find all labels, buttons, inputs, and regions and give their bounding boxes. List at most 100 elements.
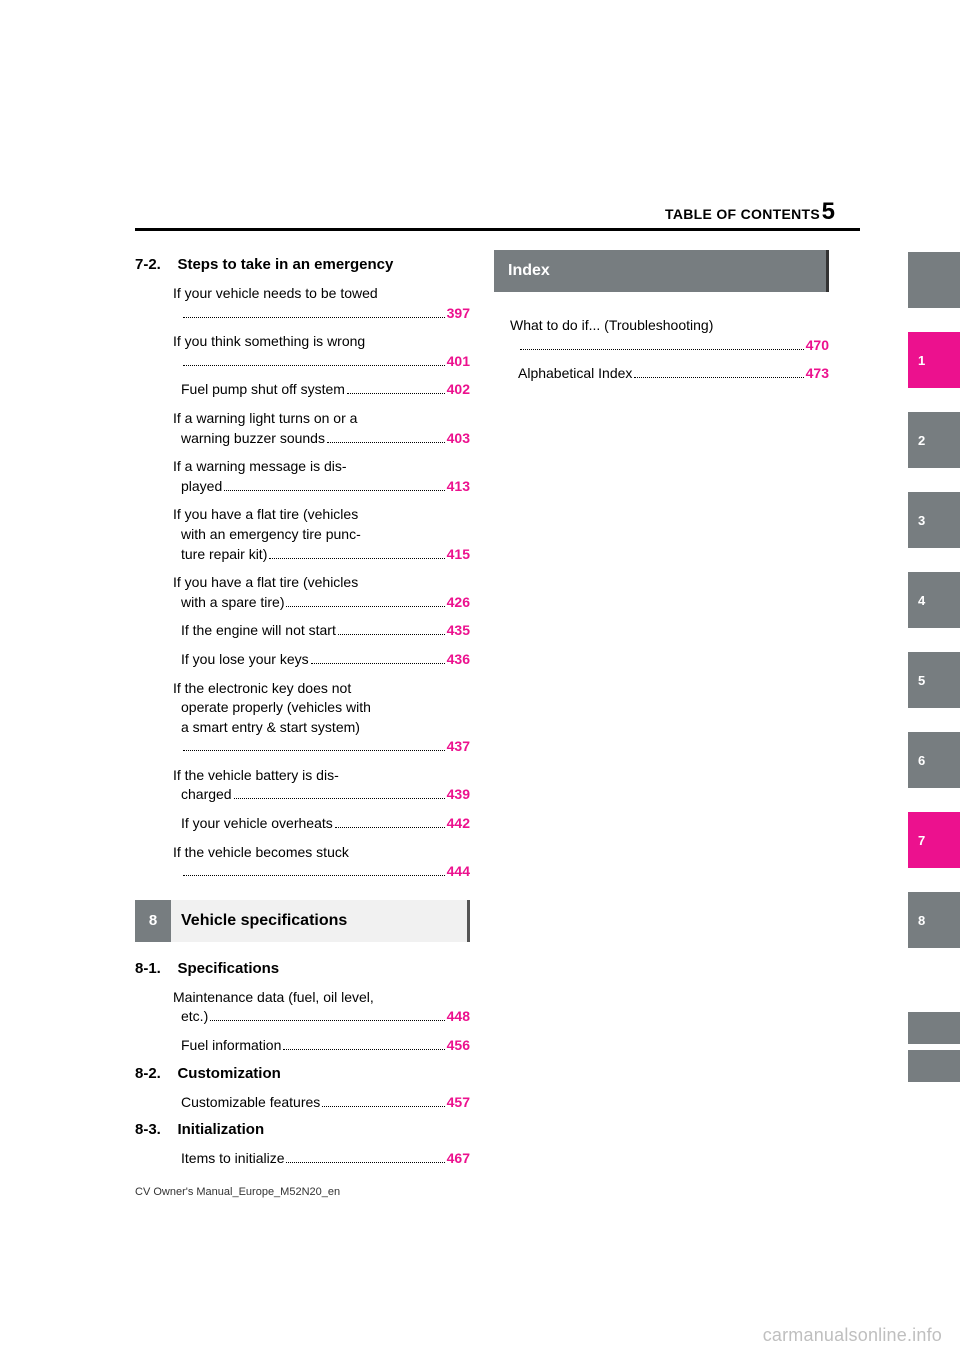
leader-dots [335, 827, 445, 828]
toc-text: If the engine will not start [181, 621, 336, 641]
section-number: 8-2. [135, 1065, 173, 1082]
toc-text: If a warning light turns on or a [173, 410, 357, 426]
page-ref: 470 [806, 336, 829, 356]
thumb-tab-blank-a [908, 1012, 960, 1044]
toc-text: played [181, 477, 222, 497]
leader-dots [338, 634, 445, 635]
toc-entry-battery: If the vehicle battery is dis- charged43… [173, 766, 470, 805]
toc-entry-warnlight: If a warning light turns on or a warning… [173, 409, 470, 448]
toc-text: etc.) [181, 1007, 208, 1027]
content-body: 7-2. Steps to take in an emergency If yo… [135, 250, 829, 1178]
toc-entry-towed: If your vehicle needs to be towed 397 [173, 284, 470, 323]
page-ref: 448 [447, 1007, 470, 1027]
thumb-tab-blank-b [908, 1050, 960, 1082]
section-title: Steps to take in an emergency [177, 256, 467, 273]
toc-text: Customizable features [181, 1093, 320, 1113]
toc-text: Alphabetical Index [518, 364, 632, 384]
page-ref: 444 [447, 862, 470, 882]
right-column: Index What to do if... (Troubleshooting)… [494, 250, 829, 1178]
leader-dots [286, 1162, 444, 1163]
toc-entry-custom: Customizable features 457 [173, 1093, 470, 1113]
toc-text: If the electronic key does not [173, 680, 351, 696]
toc-text: Maintenance data (fuel, oil level, [173, 989, 374, 1005]
leader-dots [322, 1106, 444, 1107]
toc-entry-alpha: Alphabetical Index473 [510, 364, 829, 384]
toc-entry-losekeys: If you lose your keys436 [173, 650, 470, 670]
toc-text: charged [181, 785, 232, 805]
toc-text: If you think something is wrong [173, 333, 365, 349]
leader-dots [224, 490, 444, 491]
chapter-number-box: 8 [135, 900, 171, 942]
leader-dots [269, 558, 444, 559]
toc-entry-flat-spare: If you have a flat tire (vehicles with a… [173, 573, 470, 612]
section-8-3-heading: 8-3. Initialization [135, 1121, 470, 1139]
leader-dots [183, 875, 445, 876]
page-ref: 426 [447, 593, 470, 613]
toc-text: If you have a flat tire (vehicles [173, 574, 358, 590]
page-ref: 436 [447, 650, 470, 670]
section-number: 8-1. [135, 960, 173, 977]
leader-dots [183, 750, 445, 751]
toc-text: If your vehicle overheats [181, 814, 333, 834]
section-8-1-heading: 8-1. Specifications [135, 960, 470, 978]
toc-text: with a spare tire) [181, 593, 284, 613]
page-ref: 403 [447, 429, 470, 449]
section-number: 7-2. [135, 256, 173, 273]
page-ref: 401 [447, 352, 470, 372]
toc-text: If your vehicle needs to be towed [173, 285, 378, 301]
section-title: Specifications [177, 960, 467, 977]
leader-dots [210, 1020, 444, 1021]
section-7-2-heading: 7-2. Steps to take in an emergency [135, 256, 470, 274]
toc-entry-fuel: Fuel information 456 [173, 1036, 470, 1056]
toc-entry-warnmsg: If a warning message is dis- played 413 [173, 457, 470, 496]
toc-text: Fuel information [181, 1036, 281, 1056]
toc-entry-overheat: If your vehicle overheats 442 [173, 814, 470, 834]
section-title: Initialization [177, 1121, 467, 1138]
leader-dots [520, 349, 804, 350]
toc-text: If a warning message is dis- [173, 458, 347, 474]
toc-text: Fuel pump shut off system [181, 380, 345, 400]
leader-dots [634, 377, 803, 378]
page-ref: 415 [447, 545, 470, 565]
thumb-tab-3: 3 [908, 492, 960, 548]
toc-text: warning buzzer sounds [181, 429, 325, 449]
toc-entry-maint: Maintenance data (fuel, oil level, etc.)… [173, 988, 470, 1027]
header-title: TABLE OF CONTENTS [135, 206, 860, 222]
thumb-tabs: 1 2 3 4 5 6 7 8 [908, 252, 960, 1106]
leader-dots [327, 442, 445, 443]
leader-dots [311, 663, 445, 664]
toc-entry-flat-kit: If you have a flat tire (vehicles with a… [173, 505, 470, 564]
thumb-tab-2: 2 [908, 412, 960, 468]
toc-text: ture repair kit) [181, 545, 267, 565]
leader-dots [234, 798, 445, 799]
thumb-tab-4: 4 [908, 572, 960, 628]
thumb-tab-6: 6 [908, 732, 960, 788]
page: TABLE OF CONTENTS 5 7-2. Steps to take i… [0, 0, 960, 1358]
header-page-number: 5 [822, 200, 835, 224]
toc-entry-nostart: If the engine will not start 435 [173, 621, 470, 641]
leader-dots [347, 393, 445, 394]
page-ref: 457 [447, 1093, 470, 1113]
toc-entry-stuck: If the vehicle becomes stuck 444 [173, 843, 470, 882]
leader-dots [183, 365, 445, 366]
page-ref: 442 [447, 814, 470, 834]
thumb-tab-1: 1 [908, 332, 960, 388]
page-ref: 435 [447, 621, 470, 641]
thumb-tab-8: 8 [908, 892, 960, 948]
chapter-8-bar: 8 Vehicle specifications [135, 900, 470, 942]
page-header: TABLE OF CONTENTS 5 [135, 203, 860, 231]
leader-dots [283, 1049, 444, 1050]
page-ref: 413 [447, 477, 470, 497]
left-column: 7-2. Steps to take in an emergency If yo… [135, 250, 470, 1178]
page-ref: 397 [447, 304, 470, 324]
page-ref: 437 [447, 737, 470, 757]
section-8-2-heading: 8-2. Customization [135, 1065, 470, 1083]
footer-text: CV Owner's Manual_Europe_M52N20_en [135, 1186, 340, 1198]
thumb-tab-blank-top [908, 252, 960, 308]
thumb-tab-5: 5 [908, 652, 960, 708]
page-ref: 456 [447, 1036, 470, 1056]
toc-text: What to do if... (Troubleshooting) [510, 317, 713, 333]
section-title: Customization [177, 1065, 467, 1082]
index-bar: Index [494, 250, 829, 292]
toc-entry-wrong: If you think something is wrong 401 [173, 332, 470, 371]
